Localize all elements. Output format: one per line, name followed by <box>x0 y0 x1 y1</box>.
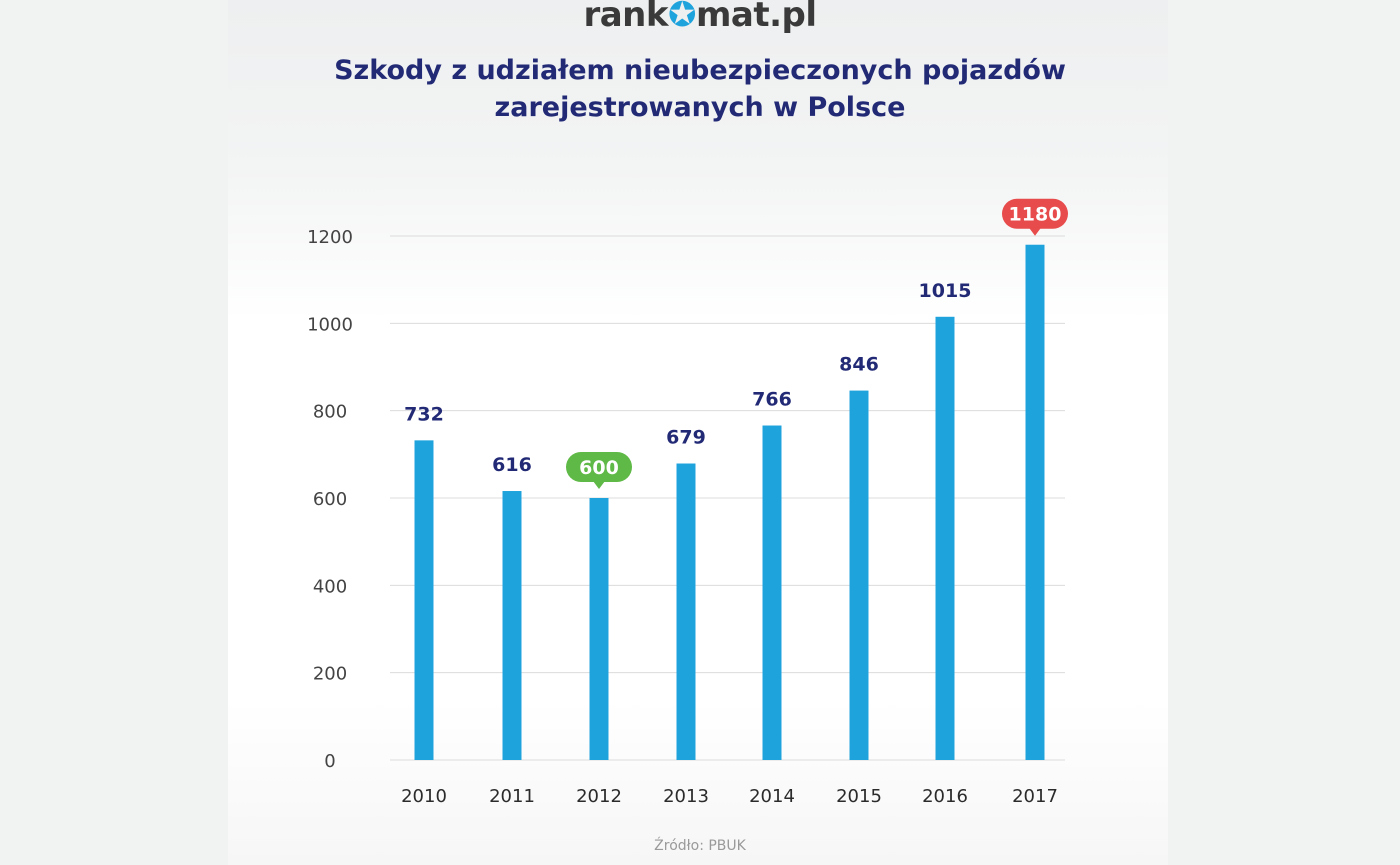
y-tick-label: 1000 <box>307 314 353 335</box>
y-tick-label: 400 <box>313 576 347 597</box>
bar <box>762 425 782 760</box>
x-tick-label: 2015 <box>836 786 882 807</box>
bar <box>414 440 434 760</box>
x-tick-label: 2017 <box>1012 786 1058 807</box>
highlight-badge-pointer <box>1029 227 1041 236</box>
data-label: 846 <box>839 354 879 376</box>
bar <box>676 463 696 760</box>
bar <box>502 491 522 760</box>
highlight-badge <box>1002 198 1068 229</box>
x-tick-label: 2014 <box>749 786 795 807</box>
logo-suffix: mat.pl <box>695 0 817 35</box>
x-tick-label: 2011 <box>489 786 535 807</box>
source-note: Źródło: PBUK <box>654 838 746 854</box>
data-label: 679 <box>666 427 706 449</box>
data-label: 766 <box>752 389 792 411</box>
star-icon: ✪ <box>667 0 697 35</box>
chart-title: Szkody z udziałem nieubezpieczonych poja… <box>0 52 1400 126</box>
data-label: 600 <box>579 457 619 479</box>
bar <box>1025 244 1045 760</box>
bar <box>589 498 609 760</box>
logo-prefix: rank <box>583 0 668 35</box>
chart-title-line-2: zarejestrowanych w Polsce <box>494 92 906 123</box>
data-label: 616 <box>492 454 532 476</box>
y-tick-label: 800 <box>313 402 347 423</box>
data-label: 1015 <box>919 280 972 302</box>
x-tick-label: 2016 <box>922 786 968 807</box>
x-tick-label: 2010 <box>401 786 447 807</box>
y-tick-label: 600 <box>313 489 347 510</box>
chart-title-line-1: Szkody z udziałem nieubezpieczonych poja… <box>334 55 1066 86</box>
rankomat-logo[interactable]: rank✪mat.pl <box>0 0 1400 32</box>
bar <box>849 390 869 760</box>
data-label: 732 <box>404 403 444 425</box>
chart-card <box>228 0 1168 865</box>
highlight-badge <box>566 452 632 482</box>
data-label: 1180 <box>1009 204 1062 226</box>
y-tick-label: 200 <box>313 664 347 685</box>
y-tick-label: 0 <box>324 751 335 772</box>
highlight-badge-pointer <box>593 481 605 489</box>
x-tick-label: 2013 <box>663 786 709 807</box>
x-tick-label: 2012 <box>576 786 622 807</box>
bar <box>935 316 955 760</box>
y-tick-label: 1200 <box>307 227 353 248</box>
